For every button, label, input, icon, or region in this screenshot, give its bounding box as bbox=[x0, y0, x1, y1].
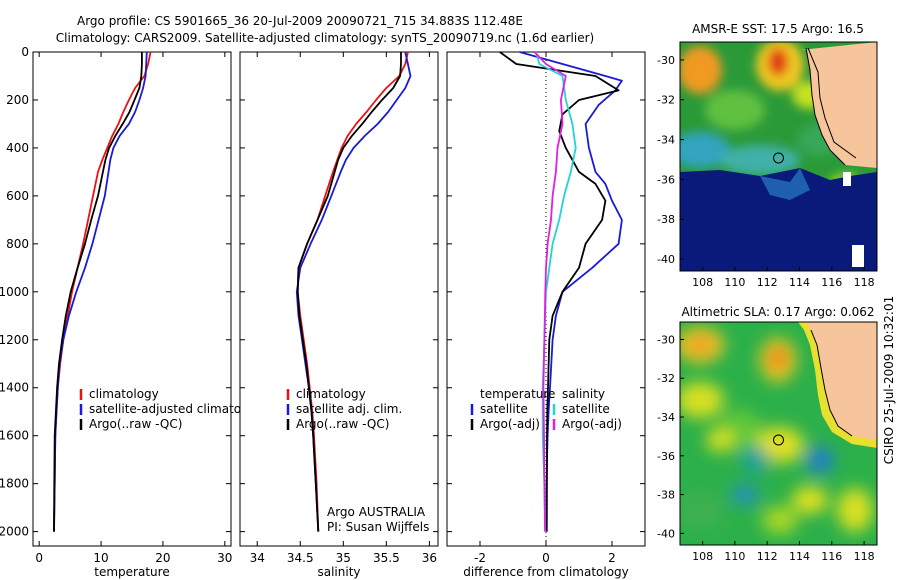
map-y-tick-label: -34 bbox=[657, 411, 675, 424]
legend-heading: temperature bbox=[480, 387, 555, 401]
legend-label: Argo(..raw -QC) bbox=[296, 417, 389, 431]
map-y-tick-label: -30 bbox=[657, 333, 675, 346]
sst-map-panel: AMSR-E SST: 17.5 Argo: 16.5 bbox=[657, 22, 878, 289]
y-tick-label: 1000 bbox=[0, 285, 29, 299]
series-line-temperature-satellite bbox=[519, 51, 623, 532]
series-line-argo-raw-qc bbox=[53, 52, 143, 532]
sst-argo-location-marker bbox=[773, 152, 784, 164]
sst-map-title: AMSR-E SST: 17.5 Argo: 16.5 bbox=[692, 22, 864, 36]
temperature-axes-frame bbox=[32, 51, 232, 547]
map-y-tick-label: -30 bbox=[657, 54, 675, 67]
map-y-tick-label: -32 bbox=[657, 372, 675, 385]
figure-title-line2: Climatology: CARS2009. Satellite-adjuste… bbox=[56, 31, 594, 45]
map-x-tick-label: 118 bbox=[854, 276, 875, 289]
y-tick-label: 1800 bbox=[0, 477, 29, 491]
legend-label: climatology bbox=[89, 387, 159, 401]
y-tick-label: 800 bbox=[6, 237, 29, 251]
map-x-tick-label: 116 bbox=[821, 276, 842, 289]
x-tick-label: 2 bbox=[608, 551, 616, 565]
map-y-tick-label: -34 bbox=[657, 134, 675, 147]
y-tick-label: 2000 bbox=[0, 525, 29, 539]
platform-annotation: Argo AUSTRALIA bbox=[327, 505, 426, 519]
sla-argo-location-marker bbox=[773, 434, 784, 446]
salinity-profile-panel: Argo AUSTRALIA PI: Susan Wijffels 34 34.5… bbox=[239, 51, 439, 579]
sla-map-image bbox=[680, 322, 877, 545]
x-tick-label: 35.5 bbox=[373, 551, 400, 565]
legend-label: Argo(-adj) bbox=[562, 417, 622, 431]
deep-ocean-region bbox=[680, 168, 877, 271]
legend-label: Argo(-adj) bbox=[480, 417, 540, 431]
salinity-axes-frame bbox=[239, 51, 439, 547]
x-tick-label: 35 bbox=[336, 551, 351, 565]
legend-label: satellite-adjusted climatology bbox=[89, 402, 267, 416]
temperature-profile-panel: 0 10 20 30 temperature 0 200 400 600 800 1000 1200 1… bbox=[0, 45, 267, 579]
y-tick-label: 0 bbox=[21, 45, 29, 59]
x-axis-label: difference from climatology bbox=[463, 565, 629, 579]
x-tick-label: 34 bbox=[250, 551, 265, 565]
series-line-salinity-argo-adj bbox=[533, 51, 567, 532]
pi-annotation: PI: Susan Wijffels bbox=[327, 520, 429, 534]
map-y-tick-label: -38 bbox=[657, 489, 675, 502]
y-tick-label: 200 bbox=[6, 93, 29, 107]
map-y-tick-label: -38 bbox=[657, 213, 675, 226]
map-x-tick-label: 110 bbox=[724, 276, 745, 289]
x-tick-label: -2 bbox=[474, 551, 486, 565]
x-tick-label: 30 bbox=[217, 551, 232, 565]
x-tick-label: 20 bbox=[155, 551, 170, 565]
legend-label: satellite bbox=[562, 402, 610, 416]
figure-title-line1: Argo profile: CS 5901665_36 20-Jul-2009 … bbox=[77, 14, 523, 28]
x-tick-label: 0 bbox=[542, 551, 550, 565]
y-tick-label: 400 bbox=[6, 141, 29, 155]
legend-heading: salinity bbox=[562, 387, 605, 401]
map-y-tick-label: -36 bbox=[657, 450, 675, 463]
map-x-tick-label: 112 bbox=[757, 276, 778, 289]
x-tick-label: 10 bbox=[93, 551, 108, 565]
sla-map-frame bbox=[679, 321, 878, 546]
sst-map-frame bbox=[679, 41, 878, 272]
sla-map-panel: Altimetric SLA: 0.17 Argo: 0.062 bbox=[657, 305, 878, 563]
map-x-tick-label: 118 bbox=[854, 550, 875, 563]
series-line-argo-raw-qc bbox=[296, 52, 402, 532]
map-x-tick-label: 114 bbox=[789, 276, 810, 289]
y-tick-label: 1600 bbox=[0, 429, 29, 443]
map-x-tick-label: 108 bbox=[692, 276, 713, 289]
legend-label: Argo(..raw -QC) bbox=[89, 417, 182, 431]
x-tick-label: 0 bbox=[35, 551, 43, 565]
legend-label: climatology bbox=[296, 387, 366, 401]
map-y-tick-label: -32 bbox=[657, 94, 675, 107]
series-line-temperature-argo-adj bbox=[499, 51, 620, 532]
x-axis-label: temperature bbox=[94, 565, 169, 579]
csiro-timestamp: CSIRO 25-Jul-2009 10:32:01 bbox=[882, 296, 896, 464]
map-x-tick-label: 114 bbox=[789, 550, 810, 563]
x-axis-label: salinity bbox=[317, 565, 360, 579]
y-tick-label: 1400 bbox=[0, 381, 29, 395]
map-x-tick-label: 110 bbox=[724, 550, 745, 563]
map-y-tick-label: -36 bbox=[657, 173, 675, 186]
x-tick-label: 34.5 bbox=[287, 551, 314, 565]
legend-label: satellite bbox=[480, 402, 528, 416]
y-tick-label: 1200 bbox=[0, 333, 29, 347]
map-y-tick-label: -40 bbox=[657, 253, 675, 266]
map-x-tick-label: 112 bbox=[757, 550, 778, 563]
map-x-tick-label: 116 bbox=[821, 550, 842, 563]
map-x-tick-label: 108 bbox=[692, 550, 713, 563]
y-tick-label: 600 bbox=[6, 189, 29, 203]
legend-label: satellite adj. clim. bbox=[296, 402, 402, 416]
sst-map-image bbox=[680, 42, 877, 271]
map-y-tick-label: -40 bbox=[657, 527, 675, 540]
sla-map-title: Altimetric SLA: 0.17 Argo: 0.062 bbox=[681, 305, 874, 319]
x-tick-label: 36 bbox=[422, 551, 437, 565]
